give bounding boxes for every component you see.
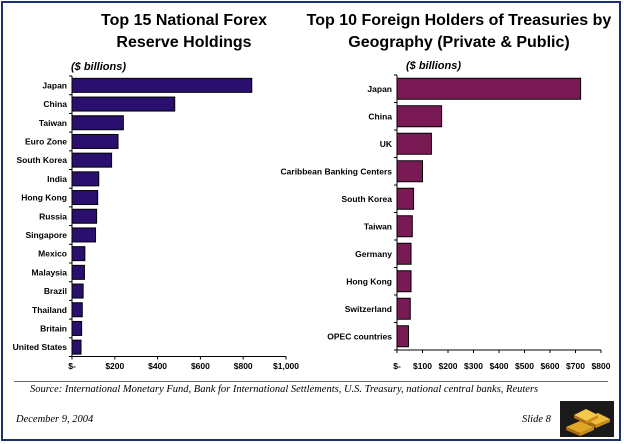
- x-tick-label: $200: [105, 361, 124, 371]
- x-tick-label: $500: [515, 361, 534, 371]
- bar-india: [71, 171, 100, 187]
- treasury-holders-chart: Japan China UK Caribbean Banking Centers Sou…: [281, 74, 611, 371]
- bar-uk: [396, 132, 432, 155]
- gold-bars-icon: [560, 401, 614, 437]
- left-chart-title: Top 15 National Forex Reserve Holdings: [101, 12, 267, 51]
- category-label: China: [368, 111, 392, 121]
- category-label: Thailand: [32, 305, 67, 315]
- bar-thailand: [71, 302, 83, 318]
- bar-opec-countries: [396, 325, 409, 348]
- category-label: Malaysia: [32, 267, 68, 277]
- bar-germany: [396, 242, 412, 265]
- x-tick-label: $600: [191, 361, 210, 371]
- category-label: Euro Zone: [25, 136, 67, 146]
- category-label: Singapore: [25, 230, 67, 240]
- bar-hong-kong: [396, 270, 412, 293]
- x-tick-label: $600: [541, 361, 560, 371]
- bar-singapore: [71, 227, 97, 243]
- category-label: China: [43, 99, 67, 109]
- forex-reserves-chart: Japan China Taiwan Euro Zone South Korea Indi…: [13, 75, 299, 371]
- x-tick-label: $800: [592, 361, 611, 371]
- left-unit-label: ($ billions): [71, 61, 126, 73]
- bar-russia: [71, 208, 98, 224]
- category-label: Caribbean Banking Centers: [281, 166, 393, 176]
- x-tick-label: $-: [393, 361, 401, 371]
- bar-hong-kong: [71, 190, 99, 206]
- category-label: Taiwan: [39, 118, 67, 128]
- category-label: UK: [380, 139, 393, 149]
- bar-mexico: [71, 246, 86, 262]
- category-label: Britain: [40, 323, 67, 333]
- slide-date: December 9, 2004: [16, 414, 94, 425]
- bar-britain: [71, 320, 83, 336]
- category-label: Russia: [39, 211, 67, 221]
- bar-china: [396, 105, 443, 128]
- slide-number: Slide 8: [522, 414, 551, 425]
- source-divider: [14, 381, 608, 382]
- x-tick-label: $100: [413, 361, 432, 371]
- bar-caribbean-banking-centers: [396, 160, 423, 183]
- category-label: Germany: [355, 249, 392, 259]
- bar-switzerland: [396, 297, 411, 320]
- bar-united-states: [71, 339, 82, 355]
- category-label: South Korea: [341, 194, 392, 204]
- category-label: OPEC countries: [327, 331, 392, 341]
- x-tick-label: $800: [234, 361, 253, 371]
- x-tick-label: $200: [439, 361, 458, 371]
- category-label: India: [47, 174, 67, 184]
- x-tick-label: $300: [464, 361, 483, 371]
- bar-japan: [71, 77, 253, 93]
- bar-brazil: [71, 283, 84, 299]
- bar-china: [71, 96, 176, 112]
- x-tick-label: $-: [68, 361, 76, 371]
- bar-taiwan: [396, 215, 413, 238]
- bar-japan: [396, 77, 582, 100]
- category-label: United States: [13, 342, 68, 352]
- category-label: South Korea: [16, 155, 67, 165]
- category-label: Mexico: [38, 249, 67, 259]
- x-tick-label: $400: [490, 361, 509, 371]
- category-label: Taiwan: [364, 221, 392, 231]
- bar-taiwan: [71, 115, 124, 131]
- category-label: Japan: [42, 80, 67, 90]
- bar-south-korea: [71, 152, 113, 168]
- x-tick-label: $700: [566, 361, 585, 371]
- category-label: Hong Kong: [346, 276, 392, 286]
- category-label: Japan: [367, 84, 392, 94]
- x-tick-label: $1,000: [273, 361, 299, 371]
- source-note: Source: International Monetary Fund, Ban…: [30, 384, 539, 395]
- category-label: Hong Kong: [21, 193, 67, 203]
- x-tick-label: $400: [148, 361, 167, 371]
- bar-euro-zone: [71, 133, 119, 149]
- category-label: Brazil: [44, 286, 67, 296]
- right-unit-label: ($ billions): [406, 60, 461, 72]
- bar-south-korea: [396, 187, 415, 210]
- right-chart-title: Top 10 Foreign Holders of Treasuries by …: [306, 12, 612, 51]
- bar-malaysia: [71, 264, 85, 280]
- category-label: Switzerland: [345, 304, 392, 314]
